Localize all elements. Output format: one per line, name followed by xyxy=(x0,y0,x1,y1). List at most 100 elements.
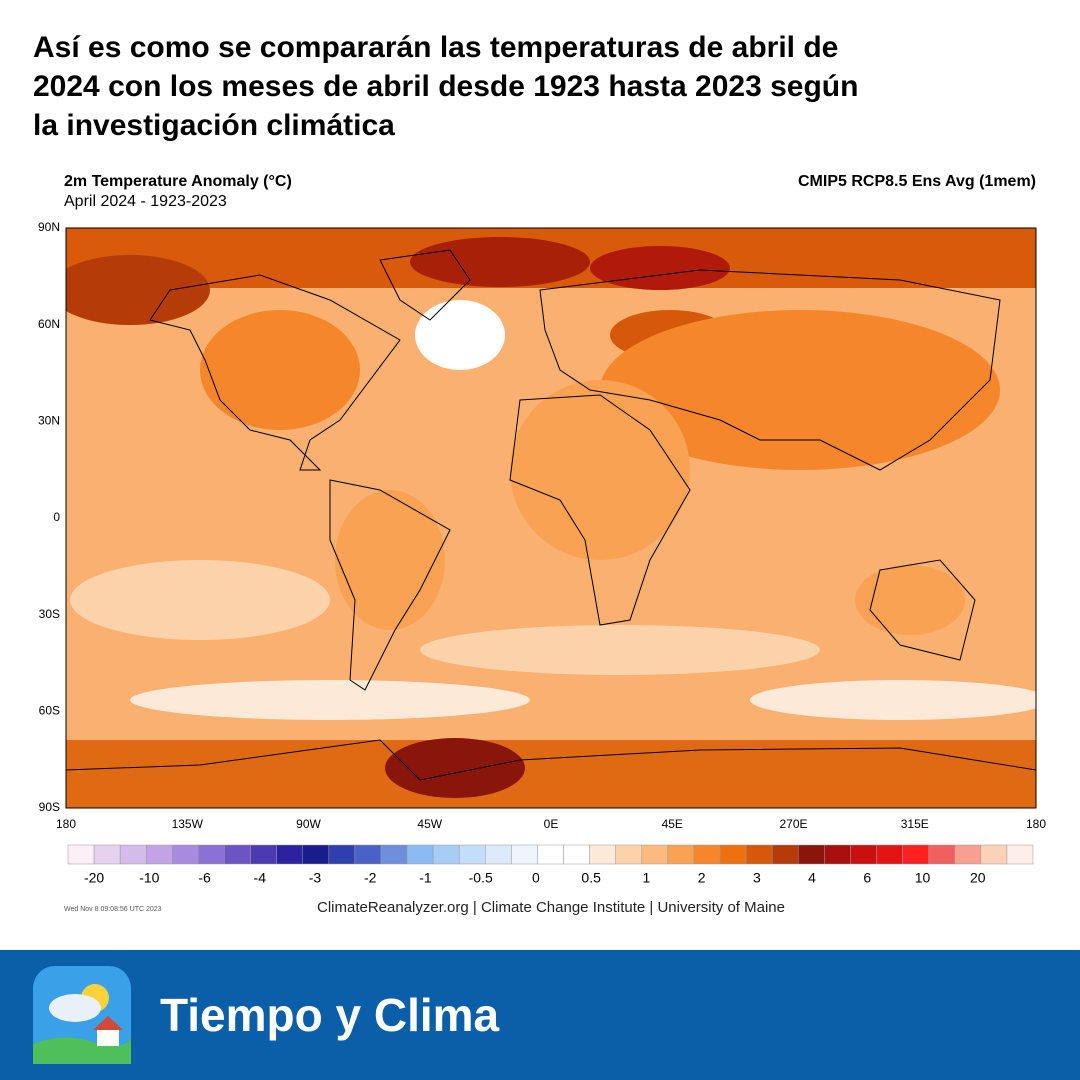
colorbar-swatch xyxy=(563,844,590,865)
colorbar-swatch xyxy=(798,844,825,865)
colorbar-swatch xyxy=(432,844,460,865)
field-warm xyxy=(410,237,590,287)
colorbar-swatch xyxy=(850,844,877,865)
lon-label: 180 xyxy=(56,817,76,831)
colorbar-label: -4 xyxy=(254,870,267,886)
model-label: CMIP5 RCP8.5 Ens Avg (1mem) xyxy=(798,173,1036,190)
field-warm xyxy=(855,565,965,635)
period-label: April 2024 - 1923-2023 xyxy=(64,193,227,210)
colorbar-swatch xyxy=(980,844,1008,865)
lat-label: 60S xyxy=(39,704,60,718)
lat-label: 30N xyxy=(38,414,60,428)
lon-label: 45W xyxy=(417,817,442,831)
headline-line: 2024 con los meses de abril desde 1923 h… xyxy=(33,70,859,103)
colorbar-swatch xyxy=(485,844,512,865)
colorbar-label: 6 xyxy=(863,870,871,886)
field-warm xyxy=(590,246,730,290)
colorbar-swatch xyxy=(928,844,956,865)
map-frame xyxy=(65,227,1037,809)
colorbar-swatch xyxy=(824,844,851,865)
colorbar-swatch xyxy=(250,844,277,865)
lon-label: 45E xyxy=(662,817,683,831)
colorbar-swatch xyxy=(719,844,747,865)
field-warm xyxy=(66,255,210,325)
colorbar-label: -0.5 xyxy=(469,870,493,886)
app-icon[interactable] xyxy=(33,966,131,1064)
credit: ClimateReanalyzer.org | Climate Change I… xyxy=(317,899,785,916)
brand-name: Tiempo y Clima xyxy=(160,989,500,1041)
colorbar-swatch xyxy=(354,844,382,865)
colorbar-swatch xyxy=(641,844,669,865)
colorbar-label: 1 xyxy=(642,870,650,886)
colorbar-swatch xyxy=(511,844,538,865)
eurasia xyxy=(539,269,1001,471)
colorbar-swatch xyxy=(902,844,929,865)
lat-axis: 90N 60N 30N 0 30S 60S 90S xyxy=(38,220,60,814)
lon-label: 270E xyxy=(779,817,807,831)
field-antarctic xyxy=(66,740,1036,808)
lon-label: 0E xyxy=(544,817,559,831)
colorbar: -20 -10 -6 -4 -3 -2 -1 -0.5 0 0.5 1 2 3 4 6 10 20 xyxy=(67,844,1034,886)
greenland xyxy=(379,249,471,321)
colorbar-swatch xyxy=(276,844,303,865)
field-warm xyxy=(600,310,1000,470)
timestamp: Wed Nov 8 09:08:56 UTC 2023 xyxy=(64,906,162,913)
colorbar-swatch xyxy=(615,844,643,865)
headline-line: Así es como se compararán las temperatur… xyxy=(33,31,839,64)
coastlines xyxy=(66,249,1036,781)
africa xyxy=(509,394,691,626)
colorbar-swatch xyxy=(537,844,564,865)
colorbar-swatch xyxy=(667,844,695,865)
colorbar-swatch xyxy=(771,844,799,865)
lon-label: 135W xyxy=(172,817,204,831)
anomaly-field xyxy=(66,228,1036,808)
lon-label: 180 xyxy=(1026,817,1046,831)
field-neutral xyxy=(70,560,330,640)
colorbar-swatch xyxy=(458,844,486,865)
lon-label: 315E xyxy=(901,817,929,831)
colorbar-label: -20 xyxy=(84,870,104,886)
colorbar-swatch xyxy=(224,844,251,865)
colorbar-label: 20 xyxy=(970,870,986,886)
lat-label: 60N xyxy=(38,317,60,331)
colorbar-label: 0.5 xyxy=(581,870,601,886)
colorbar-label: 0 xyxy=(532,870,540,886)
colorbar-swatch xyxy=(876,844,903,865)
colorbar-label: -10 xyxy=(139,870,159,886)
headline-line: la investigación climática xyxy=(33,109,395,142)
antarctica xyxy=(66,739,1036,781)
colorbar-swatch xyxy=(67,844,95,865)
field-warm xyxy=(335,490,445,630)
brand-banner: Tiempo y Clima xyxy=(0,950,1080,1080)
colorbar-label: -2 xyxy=(364,870,377,886)
field-warm xyxy=(510,380,690,560)
colorbar-swatch xyxy=(693,844,721,865)
south-america xyxy=(329,479,451,691)
colorbar-swatch xyxy=(172,844,199,865)
colorbar-label: -1 xyxy=(419,870,432,886)
field-neutral xyxy=(415,300,505,370)
colorbar-swatch xyxy=(145,844,173,865)
headline: Así es como se compararán las temperatur… xyxy=(33,28,858,145)
field-neutral xyxy=(420,625,820,675)
lat-label: 0 xyxy=(53,510,60,524)
colorbar-swatch xyxy=(328,844,356,865)
field-neutral xyxy=(130,680,530,720)
colorbar-label: -6 xyxy=(198,870,211,886)
colorbar-swatch xyxy=(954,844,982,865)
map-figure: 2m Temperature Anomaly (°C) April 2024 -… xyxy=(38,173,1046,916)
variable-label: 2m Temperature Anomaly (°C) xyxy=(64,173,292,190)
colorbar-swatch xyxy=(589,844,616,865)
lat-label: 90S xyxy=(39,800,60,814)
colorbar-swatch xyxy=(302,844,330,865)
colorbar-label: 4 xyxy=(808,870,816,886)
colorbar-swatch xyxy=(406,844,434,865)
colorbar-label: 10 xyxy=(915,870,931,886)
colorbar-swatch xyxy=(93,844,121,865)
colorbar-label: 2 xyxy=(698,870,706,886)
field-warm xyxy=(200,310,360,430)
colorbar-label: -3 xyxy=(309,870,322,886)
field-neutral xyxy=(750,680,1036,720)
field-warm xyxy=(385,738,525,798)
